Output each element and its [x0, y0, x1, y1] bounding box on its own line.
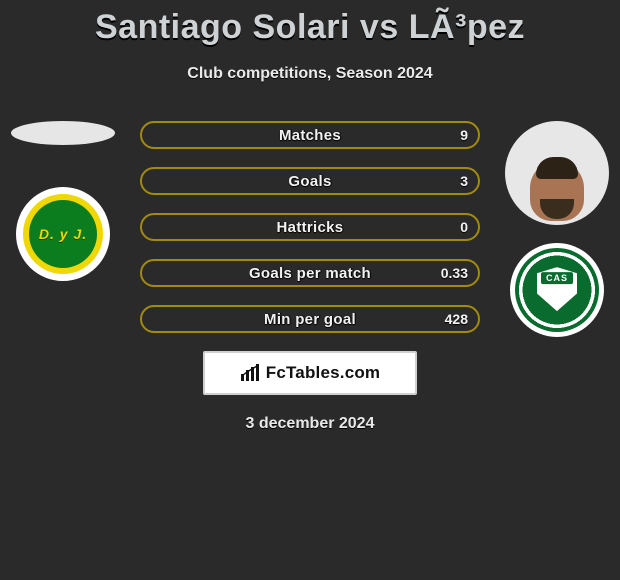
brand-box[interactable]: FcTables.com	[203, 351, 417, 395]
club-crest-right-shield: CAS	[537, 267, 577, 311]
stat-row-goals: Goals 3	[140, 167, 480, 195]
stat-row-min-per-goal: Min per goal 428	[140, 305, 480, 333]
brand-text: FcTables.com	[266, 363, 381, 383]
stat-value: 3	[460, 169, 468, 193]
bars-icon	[240, 364, 262, 382]
stat-label: Goals	[142, 169, 478, 193]
stat-value: 428	[445, 307, 468, 331]
stat-label: Goals per match	[142, 261, 478, 285]
club-crest-right-text: CAS	[537, 273, 577, 283]
club-crest-right: CAS	[510, 243, 604, 337]
stat-value: 0	[460, 215, 468, 239]
stats-bars: Matches 9 Goals 3 Hattricks 0 Goals per …	[140, 121, 480, 333]
stat-label: Min per goal	[142, 307, 478, 331]
stat-row-goals-per-match: Goals per match 0.33	[140, 259, 480, 287]
player-right-column: CAS	[502, 121, 612, 337]
stat-label: Hattricks	[142, 215, 478, 239]
club-crest-left: D. y J.	[16, 187, 110, 281]
stat-value: 0.33	[441, 261, 468, 285]
date-text: 3 december 2024	[0, 415, 620, 433]
subtitle: Club competitions, Season 2024	[0, 65, 620, 83]
stat-value: 9	[460, 123, 468, 147]
page-title: Santiago Solari vs LÃ³pez	[0, 0, 620, 47]
content-area: D. y J. CAS Matches 9 Goals 3	[0, 121, 620, 433]
player-left-column: D. y J.	[8, 121, 118, 281]
stat-row-hattricks: Hattricks 0	[140, 213, 480, 241]
club-crest-left-text: D. y J.	[23, 194, 103, 274]
stat-label: Matches	[142, 123, 478, 147]
player-left-photo	[11, 121, 115, 145]
player-right-silhouette	[530, 161, 584, 221]
stat-row-matches: Matches 9	[140, 121, 480, 149]
player-right-photo	[505, 121, 609, 225]
comparison-widget: Santiago Solari vs LÃ³pez Club competiti…	[0, 0, 620, 580]
